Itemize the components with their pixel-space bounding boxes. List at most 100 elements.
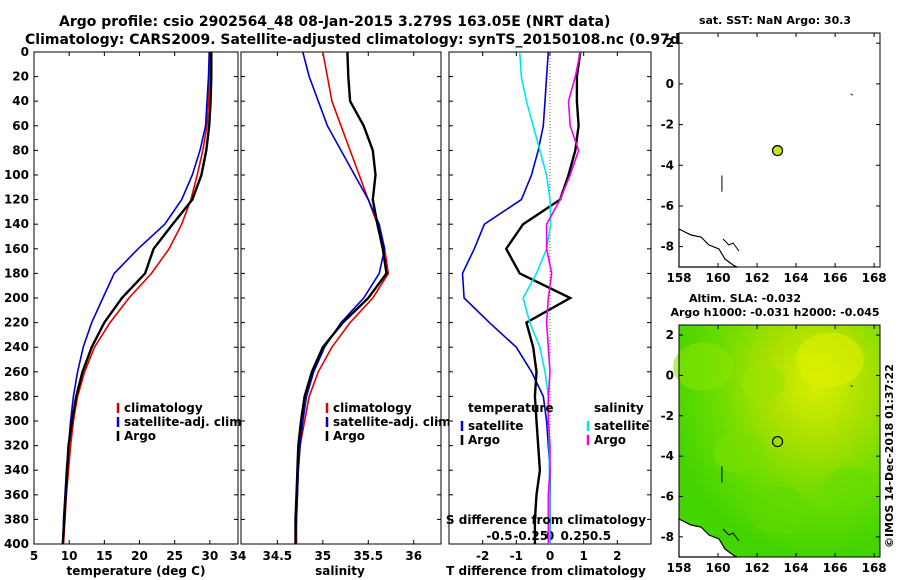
xtick-label: 164: [784, 561, 809, 575]
xtick-label: 0: [546, 549, 554, 563]
xtick-label: 35: [314, 549, 331, 563]
ytick-label: 380: [4, 512, 29, 526]
argo-float-marker: [771, 435, 784, 448]
ytick-label: 260: [4, 365, 29, 379]
s-diff-tick-label: 0.25: [560, 529, 590, 543]
sla-patch: [823, 466, 876, 509]
xtick-label: 168: [862, 271, 887, 285]
argo-float-marker: [771, 144, 784, 157]
xtick-label: -2: [476, 549, 489, 563]
legend-label: climatology: [333, 401, 412, 415]
xtick-label: -1: [510, 549, 523, 563]
series-line-argo: [294, 51, 388, 544]
ytick-label: 0: [21, 45, 29, 59]
xtick-label: 30: [202, 549, 219, 563]
xtick-label: 160: [705, 271, 730, 285]
xtick-label: 1: [579, 549, 587, 563]
ytick-label: 360: [4, 488, 29, 502]
xtick-label: 5: [30, 549, 38, 563]
difference-xlabel: T difference from climatology: [446, 564, 646, 578]
temperature-panel: 0 20 40 60 80 100 120 140 160 180 200 220 240 260 280 3…: [4, 45, 246, 563]
legend-label: satellite-adj. clim.: [124, 415, 246, 429]
xtick-label: 10: [61, 549, 78, 563]
map-frame: [678, 32, 881, 268]
legend-title-salinity: salinity: [594, 401, 644, 415]
legend-label: satellite: [594, 419, 649, 433]
sla-map-panel: 158 160 162 164 166 168 2 0 -2 -4 -6 -8: [661, 324, 887, 575]
legend-label: climatology: [124, 401, 203, 415]
xtick-label: 160: [705, 561, 730, 575]
temperature-xlabel: temperature (deg C): [67, 564, 206, 578]
legend-title-temperature: temperature: [468, 401, 553, 415]
ytick-label: 120: [4, 193, 29, 207]
xtick-label: 20: [131, 549, 148, 563]
xtick-label: 15: [96, 549, 113, 563]
sla-patch: [713, 431, 766, 474]
ytick-label: 200: [4, 291, 29, 305]
sla-map-title-line-1: Altim. SLA: -0.032: [689, 292, 801, 305]
sst-map-panel: 158 160 162 164 166 168 2 0 -2 -4 -6 -8: [661, 32, 887, 285]
ytick-label: 20: [12, 70, 29, 84]
xtick-label: 2: [613, 549, 621, 563]
island: [850, 93, 853, 96]
ytick-label: 180: [4, 266, 29, 280]
island: [850, 385, 853, 387]
sst-map-title: sat. SST: NaN Argo: 30.3: [699, 14, 851, 27]
xtick-label: 25: [166, 549, 183, 563]
legend-label: Argo: [333, 429, 365, 443]
ytick-label: -8: [661, 530, 674, 544]
ytick-label: 340: [4, 463, 29, 477]
sla-patch: [795, 332, 864, 387]
ytick-label: -6: [661, 489, 674, 503]
legend-label: Argo: [124, 429, 156, 443]
ytick-label: 220: [4, 316, 29, 330]
series-line-s-argo: [545, 51, 582, 544]
s-diff-tick-label: 0.5: [590, 529, 611, 543]
ytick-label: -4: [661, 158, 674, 172]
xtick-label: 158: [666, 561, 691, 575]
xtick-label: 158: [666, 271, 691, 285]
salinity-xlabel: salinity: [315, 564, 365, 578]
ytick-label: -2: [661, 118, 674, 132]
xtick-label: 36: [405, 549, 422, 563]
ytick-label: 240: [4, 340, 29, 354]
coastline: [722, 238, 740, 252]
ytick-label: 0: [666, 368, 674, 382]
xtick-label: 166: [823, 271, 848, 285]
ytick-label: 160: [4, 242, 29, 256]
ytick-label: -2: [661, 409, 674, 423]
xtick-label: 164: [784, 271, 809, 285]
s-diff-tick-label: -0.25: [513, 529, 548, 543]
title-line-1: Argo profile: csio 2902564_48 08-Jan-201…: [59, 14, 610, 30]
ytick-label: 40: [12, 94, 29, 108]
xtick-label: 35.5: [353, 549, 383, 563]
s-diff-tick-label: -0.5: [486, 529, 512, 543]
map-frame: [678, 324, 881, 558]
xtick-label: 162: [745, 561, 770, 575]
coastline: [722, 528, 740, 542]
sla-patch: [673, 342, 734, 391]
ytick-label: 320: [4, 439, 29, 453]
ytick-label: 60: [12, 119, 29, 133]
xtick-label: 166: [823, 561, 848, 575]
ytick-label: 80: [12, 143, 29, 157]
ytick-label: 100: [4, 168, 29, 182]
imos-watermark: ©IMOS 14-Dec-2018 01:37:22: [883, 364, 896, 548]
series-line-t-argo: [504, 51, 582, 544]
ytick-label: 300: [4, 414, 29, 428]
ytick-label: 140: [4, 217, 29, 231]
ytick-label: 2: [666, 36, 674, 50]
sla-patch: [749, 486, 810, 535]
ytick-label: 400: [4, 537, 29, 551]
ytick-label: 280: [4, 389, 29, 403]
ytick-label: 2: [666, 328, 674, 342]
sla-patch: [741, 365, 786, 401]
legend-label: Argo: [594, 433, 626, 447]
s-difference-toplabel: S difference from climatology: [446, 513, 646, 527]
legend-label: satellite: [468, 419, 523, 433]
title-line-2: Climatology: CARS2009. Satellite-adjuste…: [25, 32, 743, 48]
ytick-label: 0: [666, 77, 674, 91]
